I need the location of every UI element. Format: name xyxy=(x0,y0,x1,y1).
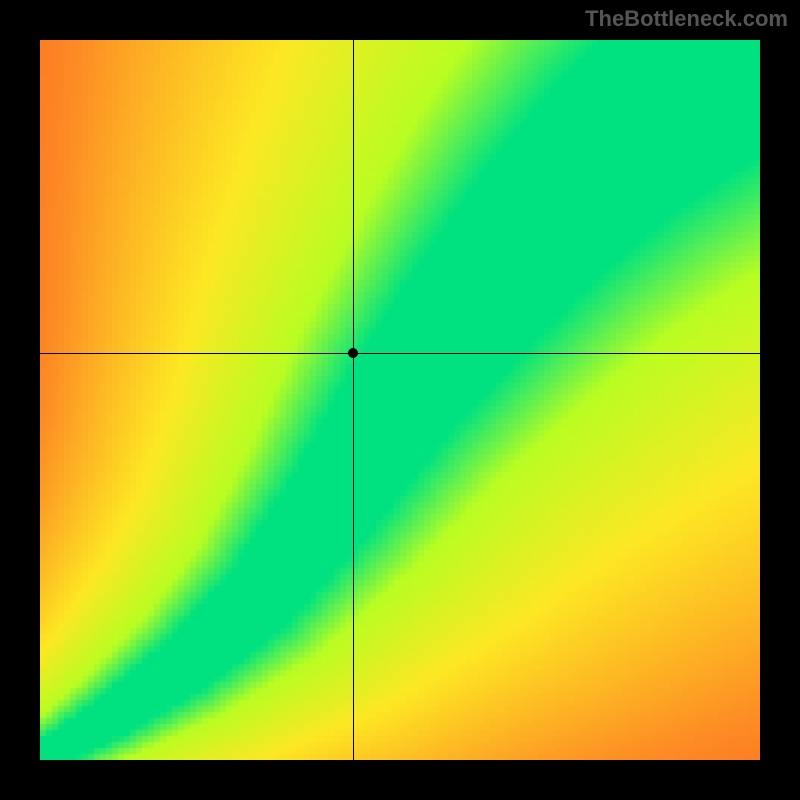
watermark-text: TheBottleneck.com xyxy=(585,6,788,32)
bottleneck-heatmap xyxy=(40,40,760,760)
crosshair-vertical xyxy=(353,40,354,760)
selection-marker xyxy=(348,348,358,358)
crosshair-horizontal xyxy=(40,353,760,354)
chart-container xyxy=(40,40,760,760)
